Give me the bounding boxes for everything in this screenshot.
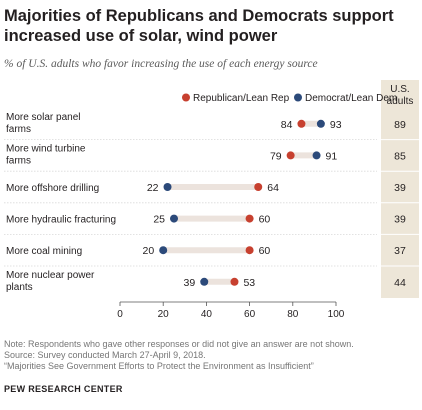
us-adults-value: 39 xyxy=(394,214,406,226)
x-tick-label: 40 xyxy=(201,309,213,320)
democrat-value-label: 22 xyxy=(147,182,159,194)
x-tick-label: 60 xyxy=(244,309,256,320)
republican-value-label: 79 xyxy=(270,150,282,162)
category-label: farms xyxy=(6,155,31,166)
category-label: More solar panel xyxy=(6,112,80,123)
category-label: More coal mining xyxy=(6,246,82,257)
source-line: Source: Survey conducted March 27-April … xyxy=(4,350,206,360)
republican-value-label: 84 xyxy=(281,119,293,131)
us-adults-value: 85 xyxy=(394,150,406,162)
category-label: farms xyxy=(6,124,31,135)
note-line: Note: Respondents who gave other respons… xyxy=(4,339,354,349)
democrat-value-label: 39 xyxy=(184,277,196,289)
democrat-value-label: 20 xyxy=(143,245,155,257)
republican-dot xyxy=(297,119,306,128)
legend-label-republican: Republican/Lean Rep xyxy=(193,93,290,104)
notes: Note: Respondents who gave other respons… xyxy=(4,339,418,372)
democrat-dot xyxy=(312,151,321,160)
republican-dot xyxy=(286,151,295,160)
us-adults-value: 39 xyxy=(394,182,406,194)
category-label: More wind turbine xyxy=(6,143,86,154)
republican-value-label: 53 xyxy=(243,277,255,289)
us-adults-value: 89 xyxy=(394,119,406,131)
democrat-dot xyxy=(200,277,209,286)
chart-title: Majorities of Republicans and Democrats … xyxy=(4,7,394,45)
republican-value-label: 60 xyxy=(259,214,271,226)
us-adults-header: adults xyxy=(387,96,414,107)
category-label: plants xyxy=(6,282,33,293)
category-label: More nuclear power xyxy=(6,270,95,281)
x-tick-label: 0 xyxy=(117,309,123,320)
republican-dot xyxy=(245,214,254,223)
democrat-value-label: 25 xyxy=(153,214,165,226)
democrat-dot xyxy=(159,246,168,255)
legend-marker-republican xyxy=(182,93,190,102)
us-adults-header: U.S. xyxy=(390,84,409,95)
republican-dot xyxy=(245,246,254,255)
category-label: More hydraulic fracturing xyxy=(6,215,116,226)
democrat-value-label: 93 xyxy=(330,119,342,131)
x-tick-label: 100 xyxy=(328,309,345,320)
republican-value-label: 60 xyxy=(259,245,271,257)
us-adults-value: 44 xyxy=(394,277,406,289)
source-organization: PEW RESEARCH CENTER xyxy=(4,384,123,394)
republican-dot xyxy=(230,277,239,286)
legend-label-democrat: Democrat/Lean Dem xyxy=(305,93,397,104)
republican-value-label: 64 xyxy=(267,182,279,194)
democrat-dot xyxy=(163,183,172,191)
legend-marker-democrat xyxy=(294,93,302,102)
x-tick-label: 80 xyxy=(287,309,299,320)
chart-subtitle: % of U.S. adults who favor increasing th… xyxy=(4,58,318,70)
democrat-dot xyxy=(170,214,178,223)
democrat-dot xyxy=(316,119,325,128)
democrat-value-label: 91 xyxy=(326,150,338,162)
us-adults-value: 37 xyxy=(394,245,406,257)
report-title-line: “Majorities See Government Efforts to Pr… xyxy=(4,361,314,371)
category-label: More offshore drilling xyxy=(6,183,99,194)
republican-dot xyxy=(254,183,263,191)
dot-plot: U.S.adults Republican/Lean Rep Democrat/Le… xyxy=(4,80,419,320)
x-tick-label: 20 xyxy=(158,309,170,320)
us-adults-column-bg xyxy=(381,80,419,298)
